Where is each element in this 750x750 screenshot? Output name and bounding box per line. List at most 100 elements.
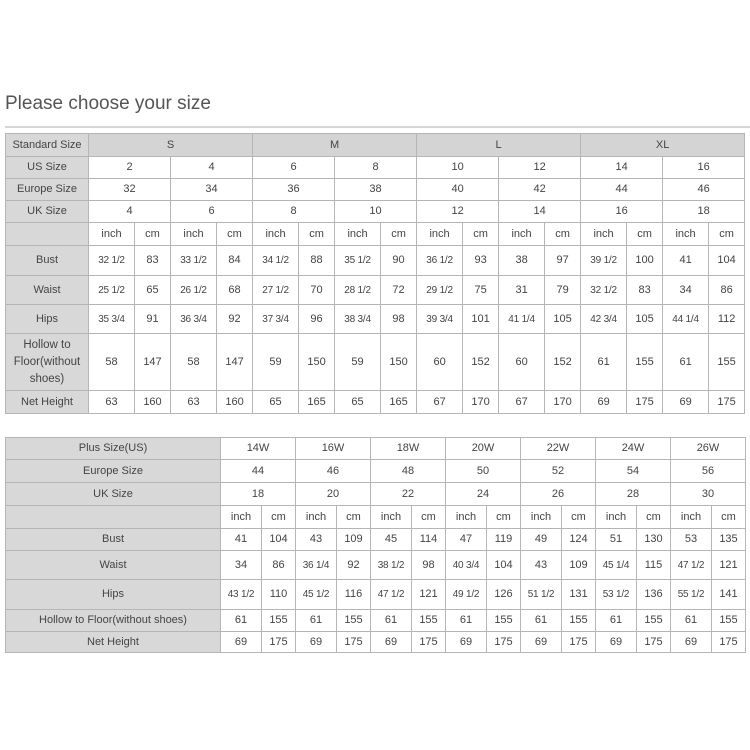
size-cell: 32 bbox=[88, 178, 171, 201]
unit-label: inch bbox=[520, 505, 562, 529]
unit-label: inch bbox=[662, 222, 710, 246]
unit-label: cm bbox=[711, 505, 746, 529]
measurement-cell: 35 3/4 bbox=[88, 304, 135, 334]
size-cell: 54 bbox=[595, 459, 671, 483]
size-cell: 46 bbox=[662, 178, 746, 201]
measurement-cell: 135 bbox=[711, 528, 746, 551]
measurement-cell: 34 1/2 bbox=[252, 245, 300, 276]
measurement-cell: 165 bbox=[298, 390, 336, 414]
unit-label: cm bbox=[544, 222, 582, 246]
unit-label: cm bbox=[298, 222, 336, 246]
row-label: Bust bbox=[5, 528, 221, 551]
measurement-cell: 116 bbox=[336, 579, 371, 610]
plus-size-header: 20W bbox=[445, 437, 521, 460]
measurement-cell: 69 bbox=[595, 631, 637, 653]
size-cell: 2 bbox=[88, 156, 171, 179]
measurement-cell: 31 bbox=[498, 275, 546, 305]
measurement-cell: 36 1/4 bbox=[295, 550, 337, 580]
size-cell: 44 bbox=[220, 459, 296, 483]
measurement-cell: 93 bbox=[462, 245, 500, 276]
measurement-cell: 150 bbox=[298, 333, 336, 391]
measurement-cell: 25 1/2 bbox=[88, 275, 135, 305]
measurement-cell: 42 3/4 bbox=[580, 304, 628, 334]
measurement-cell: 109 bbox=[336, 528, 371, 551]
uk-size-row: UK Size 4 6 8 10 12 14 16 18 bbox=[5, 200, 746, 223]
measurement-cell: 124 bbox=[561, 528, 596, 551]
measurement-cell: 59 bbox=[334, 333, 382, 391]
measurement-cell: 98 bbox=[380, 304, 418, 334]
measurement-cell: 175 bbox=[336, 631, 371, 653]
row-label: Hollow to Floor(without shoes) bbox=[5, 609, 221, 632]
measurement-cell: 47 bbox=[445, 528, 487, 551]
measurement-cell: 61 bbox=[580, 333, 628, 391]
measurement-cell: 69 bbox=[295, 631, 337, 653]
measurement-cell: 41 bbox=[662, 245, 710, 276]
size-cell: 14 bbox=[498, 200, 582, 223]
measurement-cell: 60 bbox=[416, 333, 464, 391]
measurement-cell: 155 bbox=[626, 333, 664, 391]
row-label: Europe Size bbox=[5, 459, 221, 483]
unit-label: inch bbox=[580, 222, 628, 246]
measurement-row: Waist 25 1/2 65 26 1/2 68 27 1/2 70 28 1/2 72 29 … bbox=[5, 275, 746, 305]
measurement-cell: 32 1/2 bbox=[88, 245, 135, 276]
measurement-cell: 69 bbox=[520, 631, 562, 653]
size-cell: 38 bbox=[334, 178, 418, 201]
measurement-row: Hips 43 1/2 110 45 1/2 116 47 1/2 121 49 1/2 126… bbox=[5, 579, 746, 610]
measurement-cell: 155 bbox=[486, 609, 521, 632]
measurement-cell: 105 bbox=[626, 304, 664, 334]
europe-size-row: Europe Size 44 46 48 50 52 54 56 bbox=[5, 459, 746, 483]
measurement-cell: 175 bbox=[711, 631, 746, 653]
measurement-cell: 69 bbox=[220, 631, 262, 653]
size-cell: 20 bbox=[295, 482, 371, 506]
measurement-cell: 83 bbox=[626, 275, 664, 305]
unit-label: cm bbox=[462, 222, 500, 246]
us-size-row: US Size 2 4 6 8 10 12 14 16 bbox=[5, 156, 746, 179]
measurement-cell: 175 bbox=[708, 390, 746, 414]
page-title: Please choose your size bbox=[5, 93, 211, 114]
measurement-cell: 155 bbox=[561, 609, 596, 632]
standard-size-table: Standard Size S M L XL US Size 2 4 6 8 10 12 14 16 Eur… bbox=[5, 133, 746, 414]
measurement-row: Bust 41 104 43 109 45 114 47 119 49 124 51 130 53 135 bbox=[5, 528, 746, 551]
measurement-cell: 109 bbox=[561, 550, 596, 580]
measurement-cell: 61 bbox=[295, 609, 337, 632]
size-cell: 30 bbox=[670, 482, 746, 506]
measurement-cell: 65 bbox=[334, 390, 382, 414]
unit-label: inch bbox=[445, 505, 487, 529]
measurement-cell: 37 3/4 bbox=[252, 304, 300, 334]
measurement-cell: 26 1/2 bbox=[170, 275, 217, 305]
measurement-cell: 69 bbox=[662, 390, 710, 414]
unit-label: cm bbox=[411, 505, 446, 529]
standard-size-header: M bbox=[252, 133, 418, 157]
uk-size-row: UK Size 18 20 22 24 26 28 30 bbox=[5, 482, 746, 506]
size-cell: 46 bbox=[295, 459, 371, 483]
measurement-cell: 43 1/2 bbox=[220, 579, 262, 610]
measurement-cell: 155 bbox=[261, 609, 296, 632]
row-label bbox=[5, 505, 221, 529]
size-cell: 34 bbox=[169, 178, 254, 201]
size-cell: 56 bbox=[670, 459, 746, 483]
unit-label: inch bbox=[498, 222, 546, 246]
measurement-cell: 110 bbox=[261, 579, 296, 610]
size-cell: 4 bbox=[169, 156, 254, 179]
measurement-cell: 39 3/4 bbox=[416, 304, 464, 334]
measurement-cell: 155 bbox=[711, 609, 746, 632]
measurement-row: Waist 34 86 36 1/4 92 38 1/2 98 40 3/4 104 43 109 4… bbox=[5, 550, 746, 580]
unit-label: inch bbox=[88, 222, 135, 246]
row-label: Europe Size bbox=[5, 178, 89, 201]
plus-size-header: 24W bbox=[595, 437, 671, 460]
measurement-cell: 115 bbox=[636, 550, 671, 580]
measurement-cell: 97 bbox=[544, 245, 582, 276]
row-label: US Size bbox=[5, 156, 89, 179]
measurement-cell: 69 bbox=[445, 631, 487, 653]
plus-size-row: Plus Size(US) 14W 16W 18W 20W 22W 24W 26W bbox=[5, 437, 746, 460]
size-cell: 6 bbox=[252, 156, 336, 179]
measurement-cell: 119 bbox=[486, 528, 521, 551]
measurement-cell: 91 bbox=[134, 304, 171, 334]
measurement-cell: 27 1/2 bbox=[252, 275, 300, 305]
measurement-cell: 96 bbox=[298, 304, 336, 334]
measurement-cell: 104 bbox=[486, 550, 521, 580]
unit-label: cm bbox=[134, 222, 171, 246]
measurement-cell: 175 bbox=[486, 631, 521, 653]
size-cell: 48 bbox=[370, 459, 446, 483]
unit-label: inch bbox=[170, 222, 217, 246]
